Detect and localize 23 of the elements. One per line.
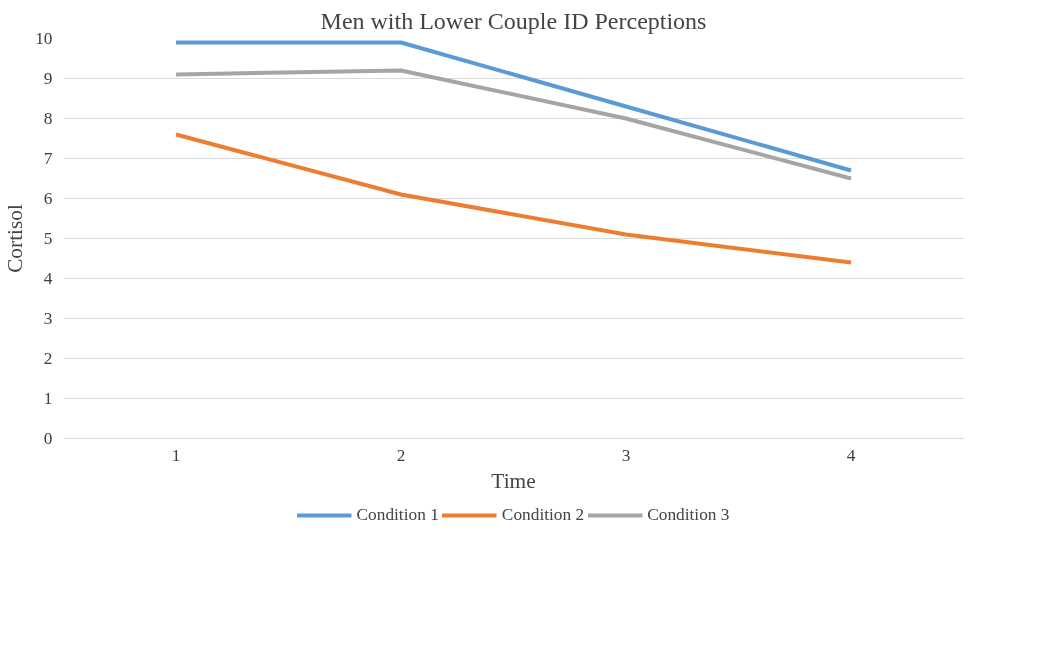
y-tick-label: 6: [43, 189, 53, 208]
y-tick-label: 10: [35, 29, 53, 48]
x-tick-label: 4: [846, 445, 856, 465]
x-axis-title: Time: [491, 468, 536, 493]
x-tick-label: 2: [396, 445, 406, 465]
y-tick-label: 4: [43, 269, 53, 288]
y-axis-title: Cortisol: [3, 204, 28, 273]
y-tick-label: 2: [43, 349, 53, 368]
y-tick-label: 1: [43, 389, 53, 408]
y-tick-label: 5: [43, 229, 53, 248]
y-tick-label: 0: [43, 429, 53, 448]
chart-title: Men with Lower Couple ID Perceptions: [320, 7, 707, 34]
legend-label: Condition 3: [647, 505, 730, 525]
x-tick-label: 3: [621, 445, 631, 465]
legend-label: Condition 1: [356, 505, 439, 525]
legend-label: Condition 2: [501, 505, 585, 525]
y-tick-label: 7: [43, 149, 53, 168]
y-tick-label: 8: [43, 109, 53, 128]
y-tick-label: 3: [43, 309, 53, 328]
y-tick-label: 9: [43, 69, 53, 88]
x-tick-label: 1: [171, 445, 181, 465]
line-series: [174, 132, 853, 265]
line-series: [174, 68, 853, 181]
